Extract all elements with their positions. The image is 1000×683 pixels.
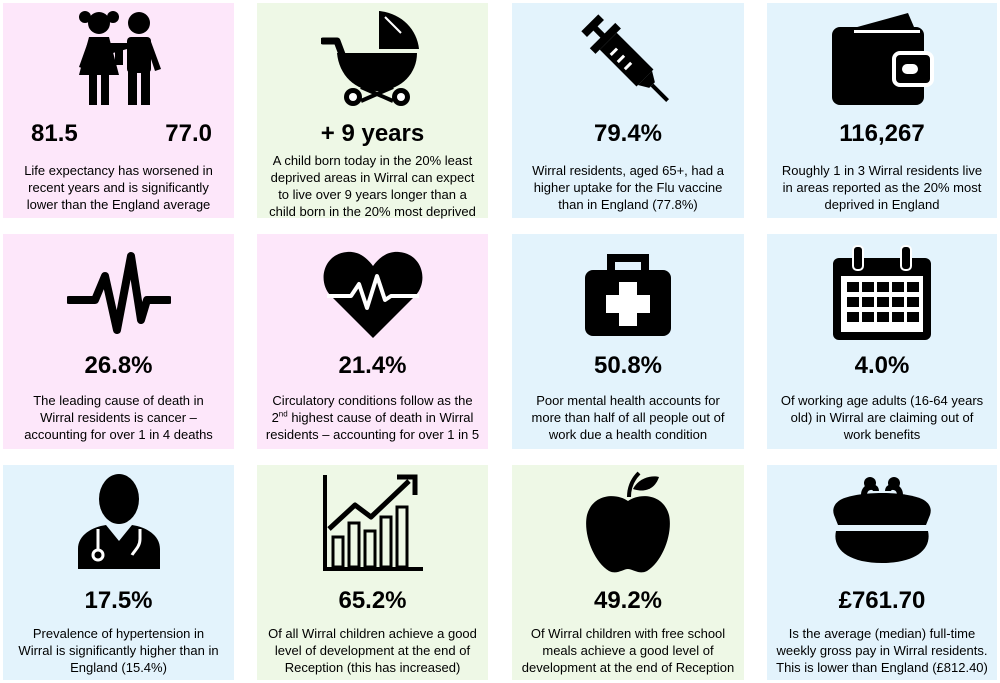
stat-value: 49.2% [593, 587, 663, 614]
card-description: Life expectancy has worsened in recent ye… [24, 163, 213, 212]
card-child-development: 65.2% Of all Wirral children achieve a g… [257, 465, 488, 680]
card-description: The leading cause of death in Wirral resi… [24, 393, 213, 442]
stat-value: 26.8% [84, 352, 153, 379]
card-description: Circulatory conditions follow as the 2nd… [265, 393, 480, 442]
doctor-icon [3, 471, 234, 571]
card-weekly-pay: £761.70 Is the average (median) full-tim… [767, 465, 997, 680]
card-description: Poor mental health accounts for more than… [531, 393, 725, 442]
stat-value: 17.5% [84, 587, 153, 614]
syringe-icon [512, 9, 744, 113]
stat-male-life-expectancy: 77.0 [165, 120, 212, 147]
card-description: A child born today in the 20% least depri… [269, 153, 476, 219]
stat-value: 4.0% [854, 352, 910, 379]
card-description: Of Wirral children with free school meals… [521, 626, 735, 675]
heartbeat-icon [257, 248, 488, 340]
card-cancer-deaths: 26.8% The leading cause of death in Wirra… [3, 234, 234, 449]
card-description: Is the average (median) full-time weekly … [776, 626, 988, 675]
card-mental-health: 50.8% Poor mental health accounts for mor… [512, 234, 744, 449]
card-free-school-meals: 49.2% Of Wirral children with free schoo… [512, 465, 744, 680]
growth-chart-icon [257, 473, 488, 573]
card-description: Wirral residents, aged 65+, had a higher … [532, 163, 724, 212]
card-deprivation-gap: + 9 years A child born today in the 20% … [257, 3, 488, 219]
card-description: Prevalence of hypertension in Wirral is s… [18, 626, 219, 675]
stat-value: 65.2% [338, 587, 407, 614]
purse-icon [767, 475, 997, 565]
stat-value: 116,267 [839, 120, 925, 147]
calendar-icon [767, 244, 997, 342]
card-description: Of all Wirral children achieve a good lev… [268, 626, 477, 675]
stat-value: 50.8% [593, 352, 663, 379]
wallet-icon [767, 9, 997, 109]
card-out-of-work-benefits: 4.0% Of working age adults (16-64 years o… [767, 234, 997, 449]
stat-value: + 9 years [320, 120, 425, 147]
card-circulatory-deaths: 21.4% Circulatory conditions follow as t… [257, 234, 488, 449]
pram-icon [257, 9, 488, 109]
card-description: Of working age adults (16-64 years old) i… [780, 393, 984, 442]
card-description: Roughly 1 in 3 Wirral residents live in a… [781, 163, 983, 212]
stat-female-life-expectancy: 81.5 [31, 120, 78, 147]
card-hypertension: 17.5% Prevalence of hypertension in Wirra… [3, 465, 234, 680]
card-deprived-areas: 116,267 Roughly 1 in 3 Wirral residents … [767, 3, 997, 218]
apple-icon [512, 471, 744, 575]
children-icon [3, 9, 234, 107]
first-aid-kit-icon [512, 250, 744, 338]
stat-value: 21.4% [338, 352, 407, 379]
stat-value: 79.4% [593, 120, 663, 147]
pulse-icon [3, 250, 234, 340]
stat-value: £761.70 [838, 587, 926, 614]
card-life-expectancy: 81.5 77.0 Life expectancy has worsened i… [3, 3, 234, 218]
